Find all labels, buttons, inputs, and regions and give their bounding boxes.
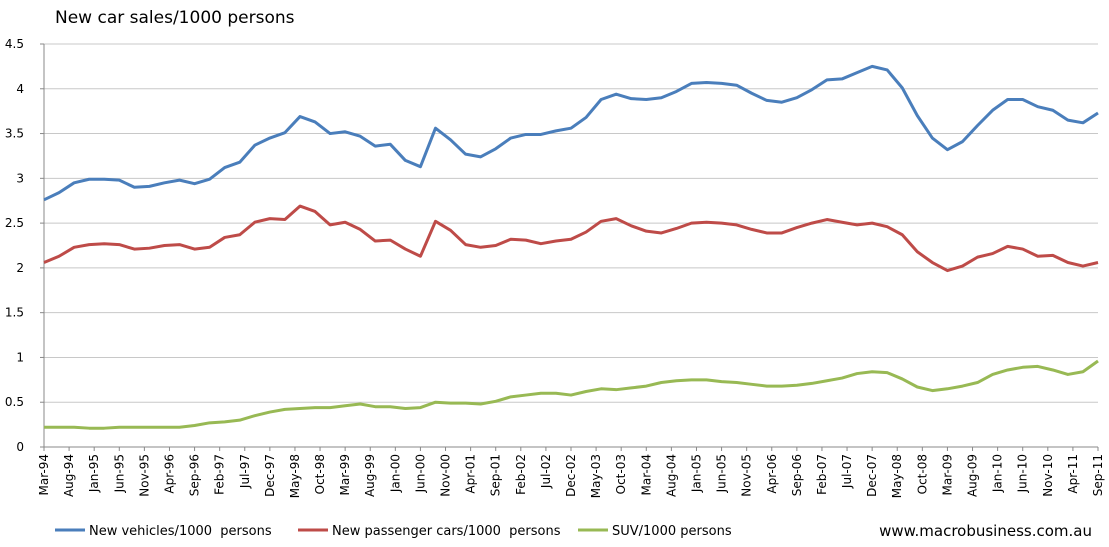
x-tick-label: May-08 bbox=[890, 454, 904, 498]
x-tick-label: Jul-07 bbox=[840, 454, 854, 489]
x-tick-label: Mar-09 bbox=[940, 454, 954, 495]
x-tick-label: Feb-07 bbox=[815, 454, 829, 495]
x-tick-label: Oct-03 bbox=[614, 454, 628, 494]
y-tick-label: 1 bbox=[16, 350, 24, 364]
x-tick-label: Mar-99 bbox=[338, 454, 352, 495]
x-tick-label: Jul-97 bbox=[238, 454, 252, 489]
x-tick-label: Dec-97 bbox=[263, 454, 277, 497]
x-tick-label: Apr-06 bbox=[765, 454, 779, 494]
x-tick-label: Jan-00 bbox=[388, 454, 402, 493]
x-tick-label: Jun-10 bbox=[1016, 454, 1030, 493]
x-tick-label: Jun-00 bbox=[413, 454, 427, 493]
y-tick-label: 3.5 bbox=[5, 127, 24, 141]
x-tick-label: Aug-94 bbox=[62, 454, 76, 497]
x-tick-label: Jan-95 bbox=[87, 454, 101, 493]
x-tick-label: Sep-96 bbox=[188, 454, 202, 496]
x-tick-label: Dec-02 bbox=[564, 454, 578, 497]
x-tick-label: Mar-94 bbox=[37, 454, 51, 495]
source-note: www.macrobusiness.com.au bbox=[879, 522, 1092, 540]
x-tick-label: Nov-00 bbox=[439, 454, 453, 497]
x-tick-label: Sep-06 bbox=[790, 454, 804, 496]
x-tick-label: Sep-01 bbox=[489, 454, 503, 496]
x-tick-label: Jun-05 bbox=[715, 454, 729, 493]
x-tick-label: Nov-95 bbox=[137, 454, 151, 497]
x-tick-label: Aug-09 bbox=[966, 454, 980, 497]
x-tick-label: Oct-98 bbox=[313, 454, 327, 494]
chart-title: New car sales/1000 persons bbox=[55, 8, 295, 28]
series-line bbox=[43, 64, 1099, 202]
x-tick-label: Aug-99 bbox=[363, 454, 377, 497]
y-tick-label: 3 bbox=[16, 171, 24, 185]
legend-label: New vehicles/1000 persons bbox=[89, 524, 272, 539]
y-tick-label: 1.5 bbox=[5, 306, 24, 320]
x-tick-label: Feb-97 bbox=[213, 454, 227, 495]
x-tick-label: Apr-01 bbox=[464, 454, 478, 494]
x-tick-label: May-98 bbox=[288, 454, 302, 498]
x-tick-label: Jan-10 bbox=[991, 454, 1005, 493]
x-tick-label: Nov-10 bbox=[1041, 454, 1055, 497]
legend-label: SUV/1000 persons bbox=[612, 524, 732, 539]
legend-label: New passenger cars/1000 persons bbox=[332, 524, 561, 539]
y-tick-label: 0.5 bbox=[5, 395, 24, 409]
series-line bbox=[44, 359, 1099, 430]
y-tick-label: 2.5 bbox=[5, 216, 24, 230]
y-tick-label: 4.5 bbox=[5, 37, 24, 51]
x-tick-label: Aug-04 bbox=[664, 454, 678, 497]
x-tick-label: Oct-08 bbox=[915, 454, 929, 494]
x-tick-label: Jun-95 bbox=[112, 454, 126, 493]
y-tick-label: 4 bbox=[16, 82, 24, 96]
x-tick-label: Jan-05 bbox=[689, 454, 703, 493]
y-tick-label: 2 bbox=[16, 261, 24, 275]
x-tick-label: Apr-96 bbox=[162, 454, 176, 494]
x-tick-label: Feb-02 bbox=[514, 454, 528, 495]
y-tick-label: 0 bbox=[16, 440, 24, 454]
x-tick-label: Dec-07 bbox=[865, 454, 879, 497]
x-tick-label: Jul-02 bbox=[539, 454, 553, 489]
x-tick-label: Apr-11 bbox=[1066, 454, 1080, 494]
x-tick-label: May-03 bbox=[589, 454, 603, 498]
series-line bbox=[43, 204, 1099, 273]
x-tick-label: Sep-11 bbox=[1091, 454, 1105, 496]
x-tick-label: Mar-04 bbox=[639, 454, 653, 495]
x-tick-label: Nov-05 bbox=[740, 454, 754, 497]
